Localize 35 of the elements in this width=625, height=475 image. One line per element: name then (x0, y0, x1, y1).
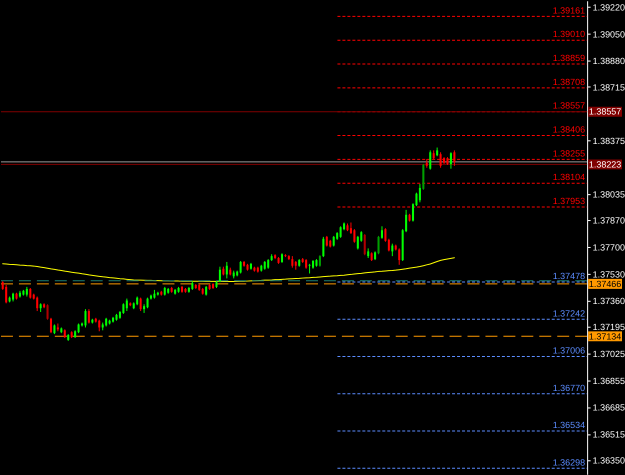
y-tick-label: 1.39220 (592, 2, 625, 13)
ref-line-label: 1.37466 (588, 278, 622, 289)
ref-line-label: 1.38557 (552, 100, 586, 111)
ref-line-label: 1.37953 (552, 196, 586, 206)
y-tick-label: 1.39050 (592, 29, 625, 40)
ref-line-label: 1.39010 (552, 29, 586, 40)
ref-line-label: 1.36298 (552, 457, 586, 468)
y-tick-label: 1.37360 (592, 296, 625, 306)
ref-line-label: 1.36770 (552, 382, 586, 393)
y-tick-label: 1.37025 (592, 348, 625, 359)
ref-line-label: 1.38223 (588, 159, 622, 170)
ref-line-label: 1.36534 (552, 420, 586, 430)
y-tick-label: 1.36515 (592, 429, 625, 440)
y-tick-label: 1.36685 (592, 402, 625, 413)
y-tick-label: 1.36855 (592, 376, 625, 386)
ref-line-label: 1.37242 (552, 308, 586, 318)
ref-line-label: 1.37134 (588, 331, 622, 342)
ref-line-label: 1.37478 (552, 271, 586, 282)
ref-line-label: 1.38859 (552, 53, 586, 64)
ref-line-label: 1.38104 (552, 172, 586, 182)
y-tick-label: 1.37700 (592, 242, 625, 252)
y-tick-label: 1.37195 (592, 322, 625, 332)
ref-line-label: 1.38708 (552, 76, 586, 87)
ref-line-label: 1.37006 (552, 346, 586, 356)
y-tick-label: 1.37530 (592, 269, 625, 280)
y-tick-label: 1.36350 (592, 456, 625, 466)
ref-line-label: 1.38557 (588, 106, 622, 117)
ref-line-label: 1.38255 (552, 148, 586, 158)
y-tick-label: 1.38375 (592, 136, 625, 146)
ref-line-label: 1.38406 (552, 124, 586, 135)
y-tick-label: 1.38715 (592, 82, 625, 92)
y-tick-label: 1.38035 (592, 190, 625, 200)
y-tick-label: 1.37870 (592, 216, 625, 226)
y-tick-label: 1.38880 (592, 56, 625, 66)
ref-line-label: 1.39161 (552, 5, 586, 16)
